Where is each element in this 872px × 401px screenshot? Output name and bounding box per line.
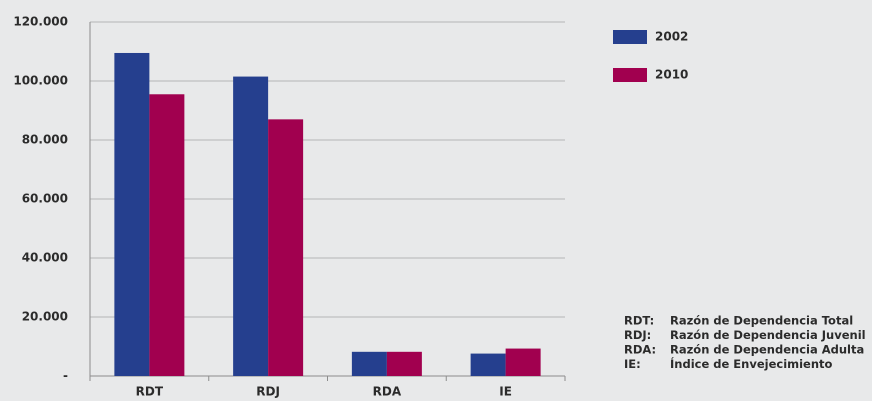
y-tick-label: 40.000 bbox=[22, 251, 68, 265]
note-abbr: RDT: bbox=[624, 314, 654, 328]
x-tick-label: RDJ bbox=[256, 385, 280, 399]
bar bbox=[351, 351, 387, 376]
note-abbr: RDJ: bbox=[624, 328, 651, 342]
bar bbox=[470, 353, 506, 376]
bar bbox=[114, 52, 150, 376]
x-tick-label: RDT bbox=[136, 385, 164, 399]
bar bbox=[268, 119, 304, 376]
note-abbr: IE: bbox=[624, 357, 641, 371]
legend-label: 2002 bbox=[655, 30, 688, 44]
note-text: Razón de Dependencia Adulta bbox=[670, 343, 864, 357]
x-tick-label: IE bbox=[499, 385, 512, 399]
y-tick-label: 120.000 bbox=[13, 15, 68, 29]
y-tick-label: - bbox=[63, 369, 68, 383]
bar bbox=[233, 76, 269, 376]
legend-swatch bbox=[613, 30, 647, 44]
bar bbox=[149, 94, 185, 377]
legend-swatch bbox=[613, 68, 647, 82]
y-tick-label: 20.000 bbox=[22, 310, 68, 324]
note-text: Razón de Dependencia Juvenil bbox=[670, 328, 866, 342]
bar bbox=[386, 351, 422, 376]
y-tick-label: 80.000 bbox=[22, 133, 68, 147]
bar bbox=[505, 348, 541, 376]
note-abbr: RDA: bbox=[624, 343, 656, 357]
note-text: Razón de Dependencia Total bbox=[670, 314, 853, 328]
x-tick-label: RDA bbox=[373, 385, 402, 399]
y-tick-label: 60.000 bbox=[22, 192, 68, 206]
legend-label: 2010 bbox=[655, 68, 688, 82]
note-text: Índice de Envejecimiento bbox=[670, 356, 833, 371]
y-tick-label: 100.000 bbox=[13, 74, 68, 88]
